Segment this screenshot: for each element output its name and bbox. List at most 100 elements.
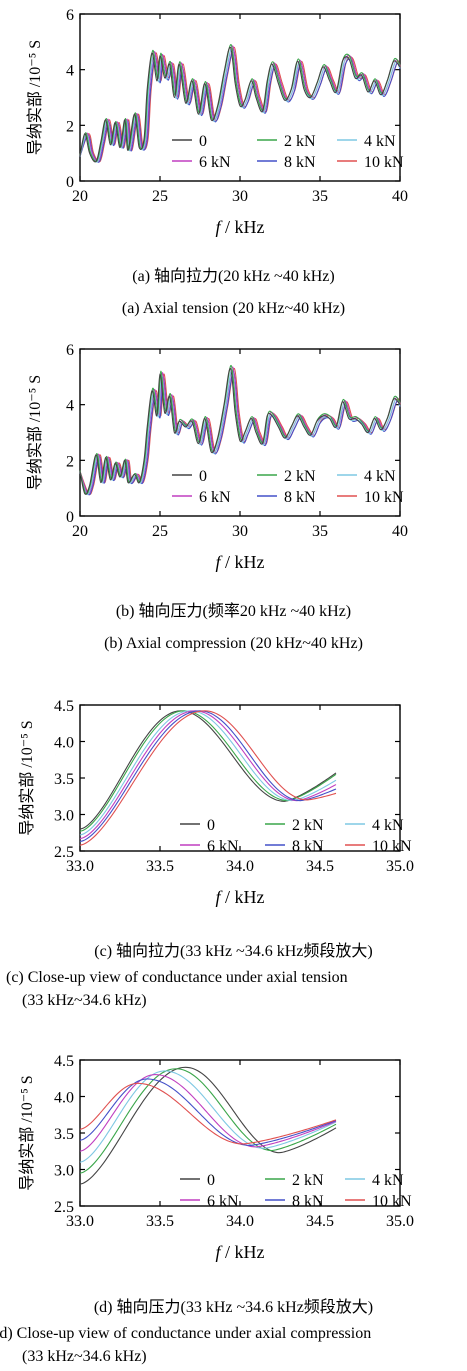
series-line-0 xyxy=(79,367,401,495)
x-axis-label: f / kHz xyxy=(215,552,264,572)
series-line-0 xyxy=(79,1066,337,1185)
legend: 0 2 kN 4 kN 6 kN 8 kN 10 kN xyxy=(180,817,412,855)
legend-label: 2 kN xyxy=(284,468,316,485)
series-line-10-kN xyxy=(79,710,337,846)
legend-label: 4 kN xyxy=(364,133,396,150)
x-axis-label-unit: / kHz xyxy=(221,1242,265,1262)
caption-cn-a: (a) 轴向拉力(20 kHz ~40 kHz) xyxy=(132,268,335,285)
y-tick-label: 3.0 xyxy=(54,1163,74,1180)
legend: 0 2 kN 4 kN 6 kN 8 kN 10 kN xyxy=(180,1172,412,1210)
series-line-6-kN xyxy=(79,710,337,840)
series-line-10-kN xyxy=(79,1082,337,1145)
caption-en-a: (a) Axial tension (20 kHz~40 kHz) xyxy=(121,300,346,317)
x-tick-label: 34.0 xyxy=(226,858,254,875)
axes-group: 20 25 30 35 40 0 2 4 6 导纳实部 /10⁻⁵ S f / kHz xyxy=(26,342,408,572)
x-tick-label: 25 xyxy=(152,188,168,205)
series-line-0 xyxy=(79,710,337,830)
y-axis-label: 导纳实部 /10⁻⁵ S xyxy=(26,375,44,490)
x-axis-label-var: f xyxy=(215,217,223,237)
series-line-0 xyxy=(79,46,401,163)
legend-label: 6 kN xyxy=(199,489,231,506)
legend-label: 10 kN xyxy=(372,838,412,855)
series-line-4-kN xyxy=(79,369,401,496)
y-tick-label: 2.5 xyxy=(54,844,74,861)
x-tick-label: 20 xyxy=(72,188,88,205)
x-tick-label: 35 xyxy=(312,523,328,540)
legend-label: 4 kN xyxy=(372,1172,404,1189)
legend-label: 4 kN xyxy=(364,468,396,485)
y-tick-label: 3.5 xyxy=(54,1126,74,1143)
series-line-8-kN xyxy=(79,370,401,496)
legend-label: 10 kN xyxy=(364,489,404,506)
x-axis-label-unit: / kHz xyxy=(221,552,265,572)
x-tick-label: 35.0 xyxy=(386,1213,414,1230)
axes-group: 33.0 33.5 34.0 34.5 35.0 2.5 3.0 3.5 4.0 4.5 导纳实部 … xyxy=(18,698,414,907)
chart-panel-c: 33.0 33.5 34.0 34.5 35.0 2.5 3.0 3.5 4.0 4.5 导纳实部 … xyxy=(0,680,467,1020)
legend-label: 0 xyxy=(199,133,207,150)
x-tick-label: 33.0 xyxy=(66,858,94,875)
legend-label: 6 kN xyxy=(207,838,239,855)
series-line-8-kN xyxy=(79,1078,337,1146)
x-tick-label: 35 xyxy=(312,188,328,205)
x-tick-label: 34.5 xyxy=(306,1213,334,1230)
y-tick-label: 2.5 xyxy=(54,1199,74,1216)
series-lines xyxy=(79,44,401,163)
x-tick-label: 33.0 xyxy=(66,1213,94,1230)
series-line-4-kN xyxy=(79,1070,337,1163)
series-line-8-kN xyxy=(79,49,401,163)
caption-en-c-2: (33 kHz~34.6 kHz) xyxy=(22,992,147,1009)
y-tick-label: 4 xyxy=(66,398,74,415)
series-line-8-kN xyxy=(79,710,337,843)
legend-label: 0 xyxy=(199,468,207,485)
x-tick-label: 30 xyxy=(232,523,248,540)
x-tick-label: 33.5 xyxy=(146,1213,174,1230)
legend-label: 4 kN xyxy=(372,817,404,834)
x-tick-label: 40 xyxy=(392,523,408,540)
plot-frame xyxy=(79,1059,401,1207)
legend-label: 8 kN xyxy=(292,838,324,855)
y-tick-label: 2 xyxy=(66,118,74,135)
caption-en-d-2: (33 kHz~34.6 kHz) xyxy=(22,1348,147,1365)
chart-panel-d: 33.0 33.5 34.0 34.5 35.0 2.5 3.0 3.5 4.0 4.5 导纳实部 … xyxy=(0,1030,467,1370)
y-tick-label: 4.5 xyxy=(54,698,74,715)
legend-label: 8 kN xyxy=(284,154,316,171)
chart-d: 33.0 33.5 34.0 34.5 35.0 2.5 3.0 3.5 4.0 4.5 导纳实部 … xyxy=(18,1053,414,1262)
y-tick-label: 6 xyxy=(66,7,74,24)
x-axis-label-var: f xyxy=(215,552,223,572)
legend-label: 2 kN xyxy=(292,1172,324,1189)
y-tick-label: 6 xyxy=(66,342,74,359)
series-lines xyxy=(79,364,401,496)
series-lines xyxy=(79,710,337,846)
series-line-2-kN xyxy=(79,710,337,832)
chart-panel-a: 20 25 30 35 40 0 2 4 6 导纳实部 /10⁻⁵ S f / kHz 0 2 kN 4 … xyxy=(0,0,467,330)
legend-label: 10 kN xyxy=(372,1193,412,1210)
x-tick-label: 20 xyxy=(72,523,88,540)
y-tick-label: 0 xyxy=(66,174,74,191)
legend-label: 6 kN xyxy=(199,154,231,171)
legend-label: 2 kN xyxy=(292,817,324,834)
series-line-2-kN xyxy=(79,44,401,163)
x-tick-label: 25 xyxy=(152,523,168,540)
legend-label: 0 xyxy=(207,1172,215,1189)
legend-label: 8 kN xyxy=(284,489,316,506)
chart-b: 20 25 30 35 40 0 2 4 6 导纳实部 /10⁻⁵ S f / kHz 0 2 kN 4 … xyxy=(26,342,408,572)
y-tick-label: 0 xyxy=(66,509,74,526)
y-axis-label: 导纳实部 /10⁻⁵ S xyxy=(18,720,36,835)
caption-en-d-1: (d) Close-up view of conductance under a… xyxy=(0,1325,372,1342)
caption-en-b: (b) Axial compression (20 kHz~40 kHz) xyxy=(104,635,363,652)
x-axis-label-unit: / kHz xyxy=(221,887,265,907)
legend-label: 8 kN xyxy=(292,1193,324,1210)
y-tick-label: 4.0 xyxy=(54,1090,74,1107)
chart-a: 20 25 30 35 40 0 2 4 6 导纳实部 /10⁻⁵ S f / kHz 0 2 kN 4 … xyxy=(26,7,408,237)
y-tick-label: 4.0 xyxy=(54,735,74,752)
x-axis-label: f / kHz xyxy=(215,887,264,907)
y-tick-label: 2 xyxy=(66,453,74,470)
x-axis-label: f / kHz xyxy=(215,1242,264,1262)
legend-label: 2 kN xyxy=(284,133,316,150)
caption-cn-d: (d) 轴向压力(33 kHz ~34.6 kHz频段放大) xyxy=(93,1299,374,1316)
legend: 0 2 kN 4 kN 6 kN 8 kN 10 kN xyxy=(172,468,404,506)
x-tick-label: 34.5 xyxy=(306,858,334,875)
series-lines xyxy=(79,1066,337,1185)
x-axis-label: f / kHz xyxy=(215,217,264,237)
y-tick-label: 3.5 xyxy=(54,771,74,788)
